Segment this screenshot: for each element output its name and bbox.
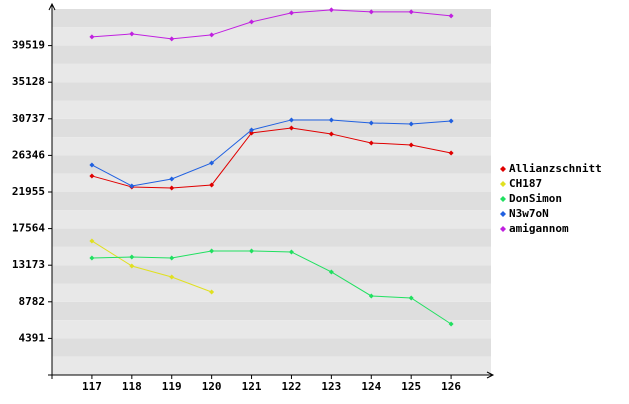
legend-marker bbox=[500, 196, 506, 202]
point bbox=[249, 248, 255, 254]
point bbox=[129, 254, 135, 260]
x-tick-label: 117 bbox=[82, 380, 102, 393]
point bbox=[249, 19, 255, 25]
point bbox=[169, 274, 175, 280]
plot-band bbox=[52, 155, 491, 174]
point bbox=[288, 10, 294, 16]
point bbox=[408, 9, 414, 15]
point bbox=[129, 183, 135, 189]
plot-band bbox=[52, 118, 491, 138]
point bbox=[448, 321, 454, 327]
plot-band bbox=[52, 320, 491, 339]
point bbox=[209, 289, 215, 295]
plot-band bbox=[52, 283, 491, 302]
point bbox=[129, 31, 135, 37]
point bbox=[209, 182, 215, 188]
y-tick-label: 8782 bbox=[19, 295, 46, 308]
plot-band bbox=[52, 265, 491, 284]
point bbox=[169, 255, 175, 261]
plot-band bbox=[52, 192, 491, 211]
y-tick-label: 39519 bbox=[12, 39, 45, 52]
point bbox=[169, 176, 175, 182]
x-tick-label: 126 bbox=[441, 380, 461, 393]
plot-band bbox=[52, 9, 491, 28]
x-tick-label: 121 bbox=[242, 380, 262, 393]
y-tick-label: 17564 bbox=[12, 222, 45, 235]
x-tick-label: 120 bbox=[202, 380, 222, 393]
plot-band bbox=[52, 63, 491, 83]
legend-label: CH187 bbox=[509, 177, 542, 190]
point bbox=[368, 293, 374, 299]
point bbox=[89, 34, 95, 40]
plot-band bbox=[52, 82, 491, 101]
point bbox=[368, 9, 374, 15]
legend-label: amigannom bbox=[509, 222, 569, 235]
point bbox=[448, 13, 454, 19]
point bbox=[288, 117, 294, 123]
point bbox=[209, 32, 215, 38]
plot-band bbox=[52, 137, 491, 156]
x-tick-label: 125 bbox=[401, 380, 421, 393]
point bbox=[328, 131, 334, 137]
point bbox=[209, 248, 215, 254]
point bbox=[288, 125, 294, 131]
y-axis-arrow bbox=[48, 2, 56, 11]
y-tick-label: 13173 bbox=[12, 258, 45, 271]
point bbox=[169, 36, 175, 42]
legend-marker bbox=[500, 211, 506, 217]
y-tick-label: 35128 bbox=[12, 75, 45, 88]
point bbox=[249, 130, 255, 136]
legend-label: N3w7oN bbox=[509, 207, 549, 220]
point bbox=[129, 263, 135, 269]
legend-marker bbox=[500, 166, 506, 172]
y-tick-label: 4391 bbox=[19, 331, 46, 344]
point bbox=[89, 255, 95, 261]
point bbox=[408, 295, 414, 301]
x-axis-arrow bbox=[486, 371, 495, 379]
series-line bbox=[91, 250, 452, 325]
point bbox=[408, 142, 414, 148]
plot-band bbox=[52, 338, 491, 357]
point bbox=[448, 118, 454, 124]
legend-label: DonSimon bbox=[509, 192, 562, 205]
point bbox=[89, 173, 95, 179]
plot-band bbox=[52, 301, 491, 321]
point bbox=[328, 117, 334, 123]
point bbox=[368, 140, 374, 146]
plot-band bbox=[52, 45, 491, 64]
point bbox=[209, 160, 215, 166]
point bbox=[249, 127, 255, 133]
y-tick-label: 21955 bbox=[12, 185, 45, 198]
y-tick-label: 26346 bbox=[12, 148, 45, 161]
point bbox=[408, 121, 414, 127]
series-line bbox=[91, 9, 452, 40]
point bbox=[448, 150, 454, 156]
point bbox=[328, 269, 334, 275]
plot-band bbox=[52, 210, 491, 229]
point bbox=[328, 7, 334, 13]
x-tick-label: 118 bbox=[122, 380, 142, 393]
point bbox=[169, 185, 175, 191]
x-tick-label: 124 bbox=[361, 380, 381, 393]
point bbox=[89, 162, 95, 168]
series-line bbox=[91, 127, 452, 189]
x-tick-label: 122 bbox=[282, 380, 302, 393]
plot-band bbox=[52, 228, 491, 247]
plot-band bbox=[52, 27, 491, 46]
point bbox=[368, 120, 374, 126]
legend-marker bbox=[500, 181, 506, 187]
legend-marker bbox=[500, 226, 506, 232]
point bbox=[89, 238, 95, 244]
plot-band bbox=[52, 356, 491, 375]
plot-band bbox=[52, 246, 491, 266]
series-line bbox=[91, 119, 452, 187]
series-line bbox=[91, 240, 212, 293]
x-tick-label: 123 bbox=[321, 380, 341, 393]
x-tick-label: 119 bbox=[162, 380, 182, 393]
y-tick-label: 30737 bbox=[12, 112, 45, 125]
plot-band bbox=[52, 100, 491, 119]
legend-label: Allianzschnitt bbox=[509, 162, 602, 175]
point bbox=[288, 249, 294, 255]
